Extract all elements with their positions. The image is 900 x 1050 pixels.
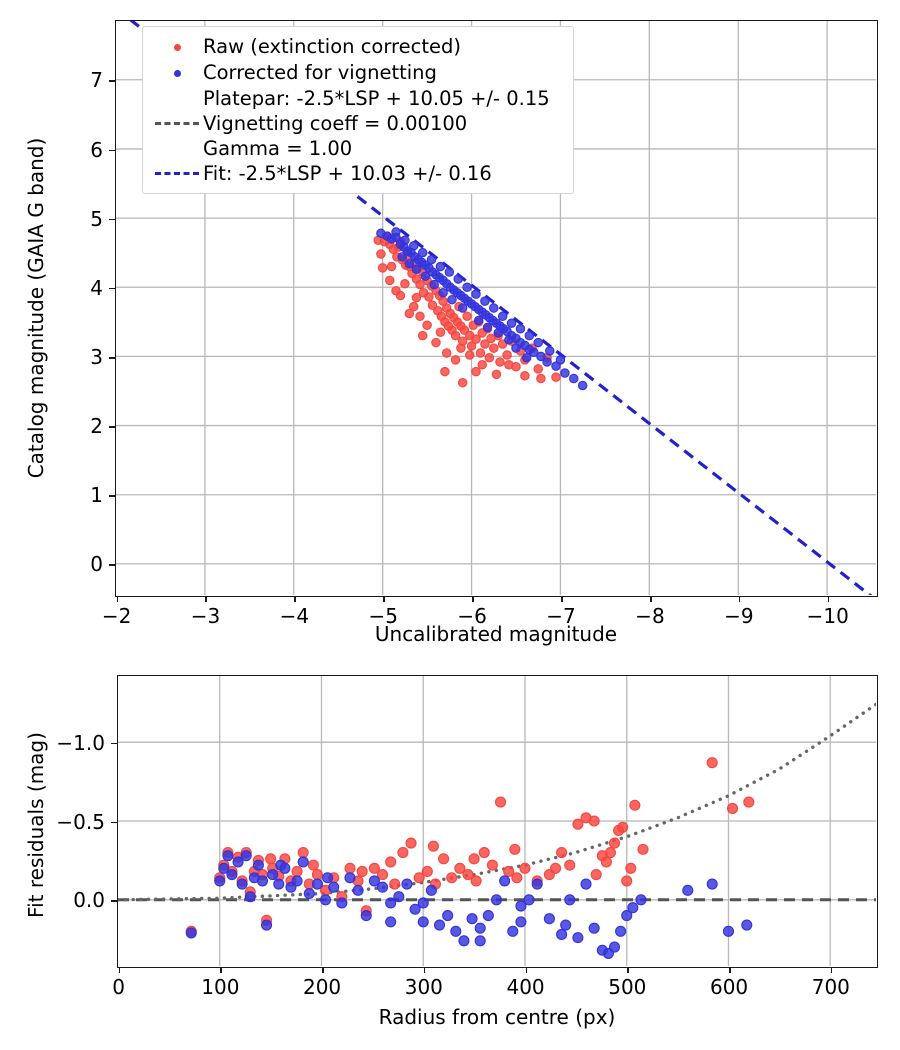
y-tick-mark — [109, 149, 115, 152]
residuals-axes — [117, 675, 878, 968]
x-tick-mark — [830, 966, 833, 973]
x-tick-label: 100 — [201, 975, 240, 999]
y-tick-label: 7 — [90, 68, 103, 93]
x-tick-label: 400 — [506, 975, 545, 999]
x-tick-mark — [322, 966, 324, 973]
y-tick-mark — [111, 900, 117, 902]
calibration-plot-area — [116, 21, 876, 595]
x-tick-mark — [627, 966, 629, 973]
y-tick-mark — [109, 218, 115, 221]
calibration-y-axis-title: Catalog magnitude (GAIA G band) — [24, 137, 48, 479]
x-tick-mark — [423, 966, 426, 973]
x-tick-label: −4 — [279, 604, 310, 628]
x-tick-mark — [827, 595, 830, 602]
x-tick-mark — [116, 595, 119, 602]
legend-label-fit: Fit: -2.5*LSP + 10.03 +/- 0.16 — [203, 161, 492, 185]
legend-label-raw: Raw (extinction corrected) — [203, 35, 461, 59]
fit-dash-swatch — [151, 161, 203, 186]
legend-label-platepar: Platepar: -2.5*LSP + 10.05 +/- 0.15 — [203, 86, 550, 110]
y-tick-mark — [109, 357, 115, 359]
x-tick-mark — [118, 966, 121, 973]
y-tick-label: 1 — [90, 483, 103, 508]
scatter-series — [373, 231, 561, 388]
x-tick-label: −3 — [190, 604, 221, 628]
legend-item-fit: Fit: -2.5*LSP + 10.03 +/- 0.16 — [151, 161, 563, 186]
legend-item-corrected: Corrected for vignetting — [151, 60, 563, 86]
residuals-x-axis-title: Radius from centre (px) — [378, 1005, 616, 1029]
scatter-series — [185, 850, 753, 959]
legend-item-gamma: Gamma = 1.00 — [151, 136, 563, 161]
gamma-blank-swatch — [151, 136, 203, 161]
legend-item-platepar: Platepar: -2.5*LSP + 10.05 +/- 0.15 — [151, 86, 563, 111]
x-tick-mark — [205, 595, 208, 602]
x-tick-mark — [525, 966, 528, 973]
x-tick-mark — [220, 966, 222, 973]
x-tick-mark — [649, 595, 652, 602]
x-tick-label: −10 — [806, 604, 849, 628]
x-tick-label: −7 — [546, 604, 576, 628]
y-tick-mark — [109, 564, 115, 567]
y-tick-label: 2 — [90, 414, 103, 439]
x-tick-label: 700 — [811, 975, 850, 999]
x-tick-mark — [294, 595, 296, 602]
x-tick-label: −9 — [724, 604, 754, 628]
residuals-panel: 0 100 200 300 400 500 600 700 0.0 −0.5 −1.0 Radiu… — [0, 660, 900, 1050]
y-tick-label: 0.0 — [73, 888, 105, 913]
x-tick-mark — [472, 595, 474, 602]
x-tick-label: −6 — [457, 604, 487, 628]
calibration-panel: −2 −3 −4 −5 −6 −7 −8 −9 −10 0 1 2 3 4 5 6 7 Uncalibrate… — [24, 20, 878, 646]
legend-label-gamma: Gamma = 1.00 — [203, 136, 353, 160]
calibration-x-axis-title: Uncalibrated magnitude — [374, 622, 618, 646]
y-tick-mark — [109, 80, 115, 82]
x-tick-label: 500 — [608, 975, 647, 999]
x-tick-mark — [383, 595, 385, 602]
y-tick-mark — [111, 742, 117, 745]
y-tick-label: 4 — [90, 275, 103, 300]
x-tick-label: −2 — [101, 604, 132, 628]
residuals-plot-area — [118, 676, 876, 966]
x-tick-label: −8 — [635, 604, 665, 628]
legend-item-vignetting: Vignetting coeff = 0.00100 — [151, 111, 563, 136]
raw-marker-swatch — [151, 34, 203, 60]
x-tick-mark — [561, 595, 563, 602]
y-tick-label: −0.5 — [56, 809, 105, 834]
platepar-blank-swatch — [151, 86, 203, 111]
legend-item-raw: Raw (extinction corrected) — [151, 34, 563, 60]
x-tick-label: 600 — [709, 975, 749, 999]
y-tick-label: 3 — [90, 345, 103, 369]
scatter-series — [376, 227, 588, 391]
y-tick-mark — [111, 821, 117, 824]
y-tick-mark — [109, 287, 115, 290]
legend-label-corrected: Corrected for vignetting — [203, 61, 437, 85]
y-tick-mark — [109, 495, 115, 497]
y-tick-label: −1.0 — [56, 730, 105, 755]
x-tick-label: 0 — [112, 975, 125, 999]
scatter-series — [185, 757, 755, 937]
x-tick-mark — [729, 966, 731, 973]
legend-label-vignetting: Vignetting coeff = 0.00100 — [203, 111, 468, 135]
x-tick-label: 300 — [404, 975, 443, 999]
residuals-y-axis-title: Fit residuals (mag) — [24, 732, 48, 918]
y-tick-label: 5 — [90, 206, 103, 231]
corrected-marker-swatch — [151, 60, 203, 86]
y-tick-label: 6 — [90, 137, 103, 162]
x-tick-mark — [738, 595, 741, 602]
y-tick-label: 0 — [90, 552, 103, 577]
y-tick-mark — [109, 426, 115, 428]
x-tick-label: −5 — [368, 604, 399, 628]
x-tick-label: 200 — [302, 975, 342, 999]
vignetting-dash-swatch — [151, 111, 203, 136]
calibration-legend: Raw (extinction corrected) Corrected for… — [142, 26, 574, 194]
